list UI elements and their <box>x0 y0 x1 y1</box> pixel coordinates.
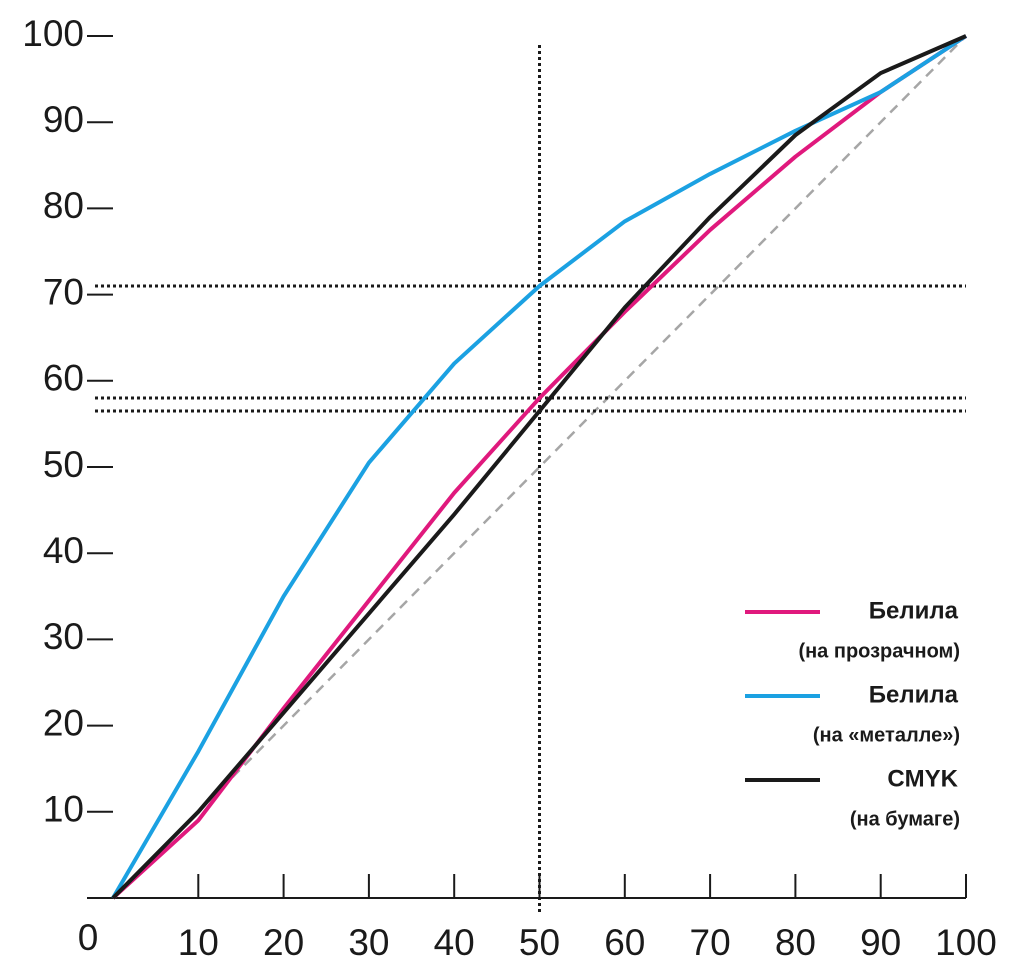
legend-label: Белила <box>869 597 959 624</box>
y-tick-label: 40 <box>43 530 84 571</box>
legend-label: CMYK <box>887 765 958 792</box>
x-tick-label: 40 <box>434 922 475 963</box>
x-tick-label: 70 <box>690 922 731 963</box>
y-tick-label: 70 <box>43 271 84 312</box>
y-tick-label: 50 <box>43 444 84 485</box>
legend-note: (на бумаге) <box>850 808 960 830</box>
legend-label: Белила <box>869 681 959 708</box>
y-tick-label: 30 <box>43 616 84 657</box>
x-tick-label: 90 <box>860 922 901 963</box>
y-tick-label: 20 <box>43 702 84 743</box>
series-line <box>111 34 968 900</box>
legend-note: (на «металле») <box>813 724 960 746</box>
x-tick-label: 10 <box>178 922 219 963</box>
y-tick-label: 90 <box>43 99 84 140</box>
diagonal <box>112 35 967 899</box>
series-line <box>111 34 967 900</box>
x-tick-label: 100 <box>935 922 997 963</box>
y-tick-label: 80 <box>43 185 84 226</box>
x-tick-label: 60 <box>604 922 645 963</box>
x-tick-label: 20 <box>263 922 304 963</box>
x-tick-label: 50 <box>519 922 560 963</box>
legend-note: (на прозрачном) <box>798 640 960 662</box>
y-tick-label: 0 <box>78 917 99 958</box>
x-tick-label: 80 <box>775 922 816 963</box>
x-tick-label: 30 <box>348 922 389 963</box>
y-tick-label: 100 <box>22 13 84 54</box>
y-tick-label: 60 <box>43 358 84 399</box>
y-tick-label: 10 <box>43 789 84 830</box>
